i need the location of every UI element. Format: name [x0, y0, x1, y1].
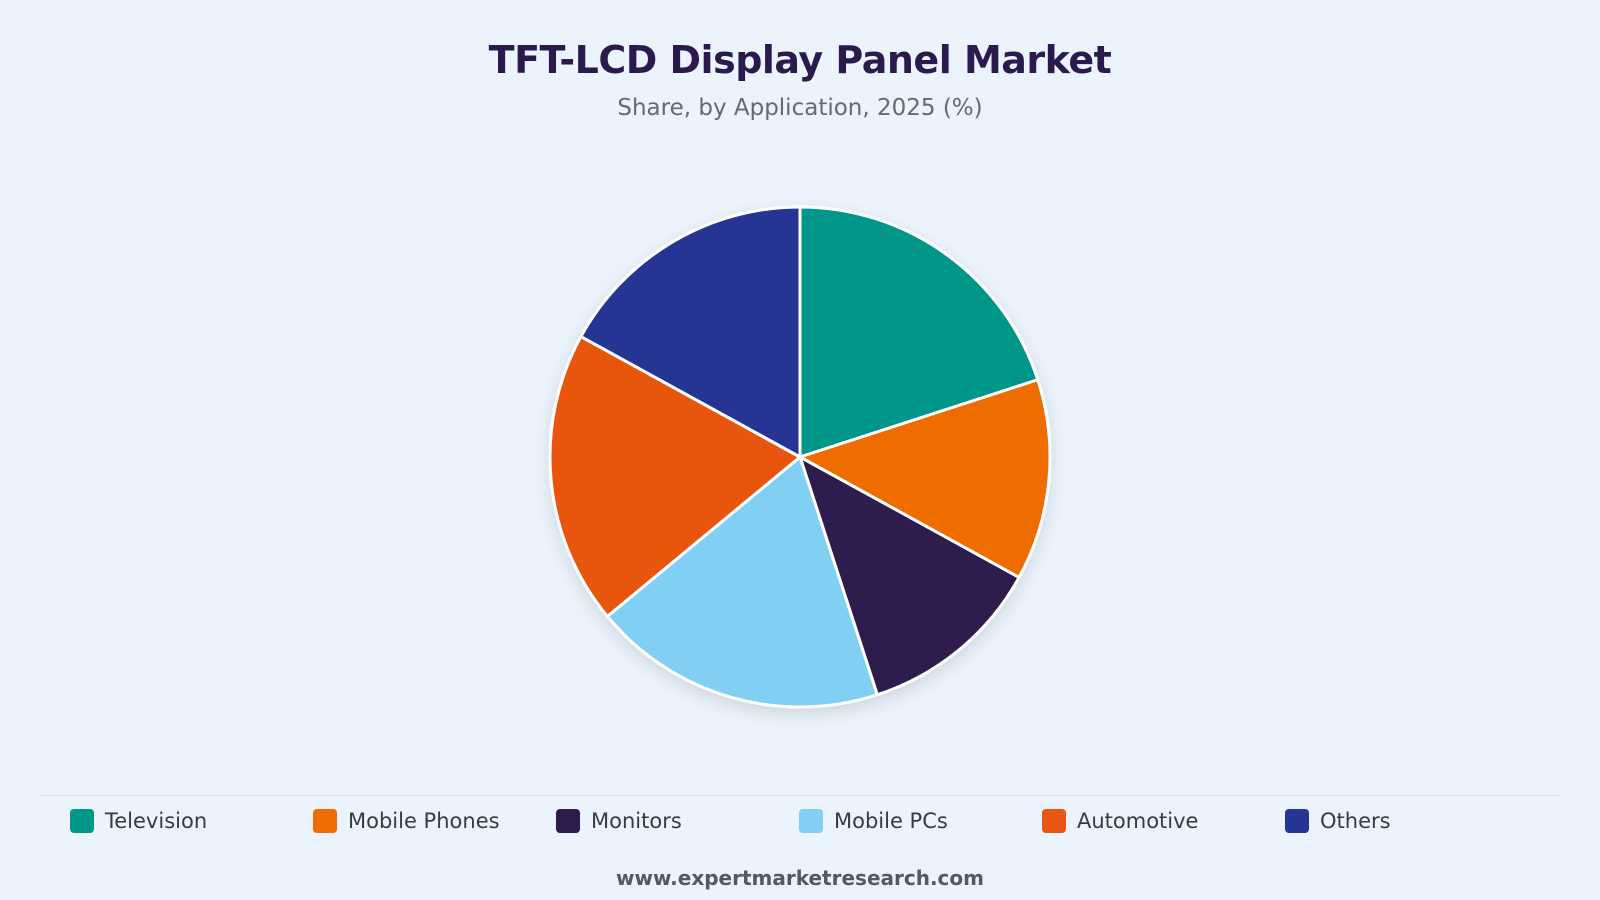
- pie-slice-automotive[interactable]: [548, 335, 802, 618]
- legend-item-mobile-pcs[interactable]: Mobile PCs: [799, 806, 948, 836]
- legend-swatch-others: [1285, 809, 1309, 833]
- legend-label-television: Television: [105, 809, 208, 833]
- legend-swatch-mobile-pcs: [799, 809, 823, 833]
- legend-item-monitors[interactable]: Monitors: [556, 806, 682, 836]
- legend-label-others: Others: [1320, 809, 1391, 833]
- legend-item-television[interactable]: Television: [70, 806, 207, 836]
- chart-title: TFT-LCD Display Panel Market: [488, 38, 1112, 82]
- pie-slices: [548, 205, 1052, 709]
- legend: Television Mobile Phones Monitors Mobile…: [70, 806, 1530, 836]
- legend-item-others[interactable]: Others: [1285, 806, 1391, 836]
- pie-slice-mobile-pcs[interactable]: [605, 455, 879, 709]
- legend-divider: [40, 795, 1560, 796]
- legend-label-mobile-phones: Mobile Phones: [348, 809, 500, 833]
- legend-label-mobile-pcs: Mobile PCs: [834, 809, 948, 833]
- pie-slice-television[interactable]: [798, 205, 1040, 459]
- pie-slice-mobile-phones[interactable]: [798, 378, 1052, 579]
- pie-slice-monitors[interactable]: [798, 455, 1021, 697]
- legend-swatch-automotive: [1042, 809, 1066, 833]
- legend-label-automotive: Automotive: [1077, 809, 1199, 833]
- legend-label-monitors: Monitors: [591, 809, 682, 833]
- source-url: www.expertmarketresearch.com: [616, 866, 984, 890]
- legend-swatch-monitors: [556, 809, 580, 833]
- legend-swatch-television: [70, 809, 94, 833]
- chart-subtitle: Share, by Application, 2025 (%): [617, 95, 983, 121]
- legend-swatch-mobile-phones: [313, 809, 337, 833]
- legend-item-mobile-phones[interactable]: Mobile Phones: [313, 806, 500, 836]
- legend-item-automotive[interactable]: Automotive: [1042, 806, 1198, 836]
- pie-slice-others[interactable]: [579, 205, 802, 459]
- pie-chart: [548, 205, 1052, 709]
